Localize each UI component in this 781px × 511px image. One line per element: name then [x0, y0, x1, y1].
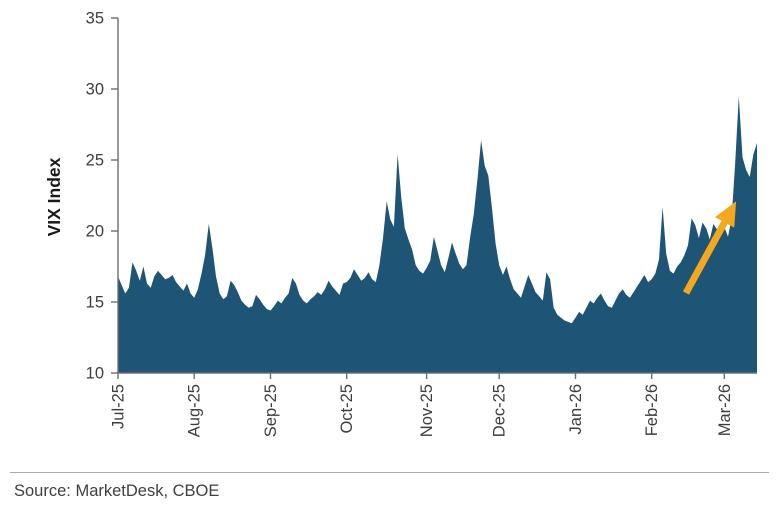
- x-tick-label: Jul-25: [110, 384, 128, 429]
- x-tick-label: Mar-26: [716, 384, 734, 436]
- x-tick-label: Sep-25: [262, 384, 280, 437]
- x-tick-label: Oct-25: [338, 384, 356, 434]
- x-tick-label: Feb-26: [643, 384, 661, 436]
- y-tick-label: 10: [86, 365, 104, 383]
- footer-divider: [10, 472, 769, 473]
- x-axis: Jul-25 Aug-25 Sep-25 Oct-25 Nov-25 Dec-25 Jan-…: [110, 373, 734, 437]
- y-axis: 10 15 20 25 30 35: [86, 10, 118, 383]
- x-tick-label: Jan-26: [567, 384, 585, 434]
- y-tick-label: 30: [86, 81, 104, 99]
- y-tick-label: 20: [86, 223, 104, 241]
- y-tick-label: 15: [86, 294, 104, 312]
- y-tick-label: 25: [86, 152, 104, 170]
- source-attribution: Source: MarketDesk, CBOE: [14, 482, 220, 500]
- vix-area-series: [118, 96, 757, 373]
- trend-arrow-annotation: [682, 201, 737, 295]
- y-axis-title: VIX Index: [44, 157, 64, 236]
- y-tick-label: 35: [86, 10, 104, 28]
- vix-area-chart: VIX Index 10 15 20 25 30 35 Jul-25 Aug-25 Sep-2…: [44, 10, 757, 437]
- x-tick-label: Aug-25: [186, 384, 204, 437]
- x-tick-label: Dec-25: [491, 384, 509, 437]
- x-tick-label: Nov-25: [418, 384, 436, 437]
